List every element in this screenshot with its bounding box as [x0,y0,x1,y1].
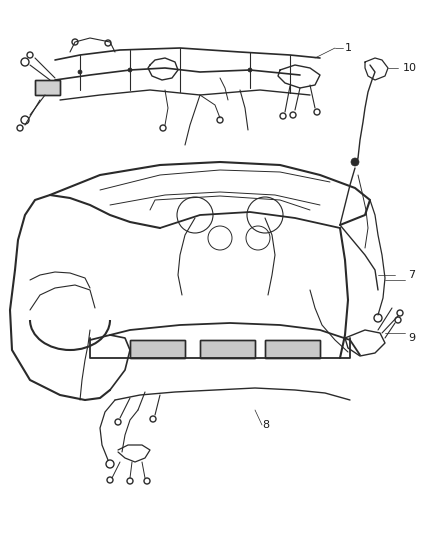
Text: 8: 8 [262,420,269,430]
Circle shape [78,70,82,74]
Text: 10: 10 [403,63,417,73]
Bar [35,80,60,95]
Bar [265,340,320,358]
Text: 7: 7 [408,270,415,280]
Bar [265,340,320,358]
Text: 9: 9 [408,333,415,343]
Circle shape [128,68,132,72]
Circle shape [248,68,252,72]
Bar [35,80,60,95]
Bar [130,340,185,358]
Bar [130,340,185,358]
Bar [200,340,255,358]
Circle shape [351,158,359,166]
Text: 1: 1 [345,43,352,53]
Bar [200,340,255,358]
